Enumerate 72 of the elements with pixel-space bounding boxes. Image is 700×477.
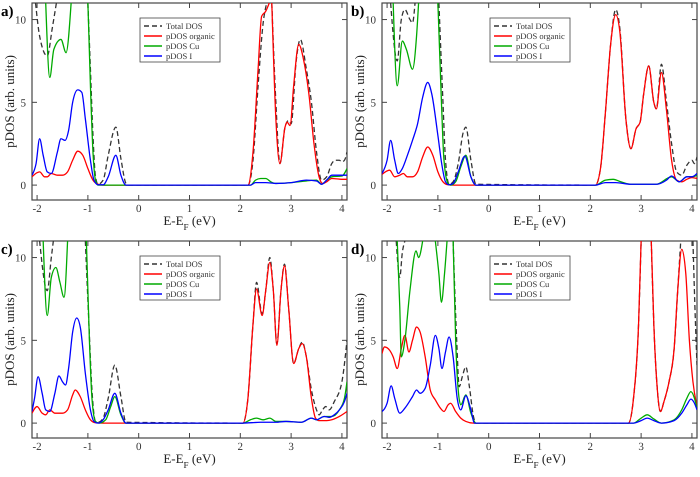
- y-axis-title: pDOS (arb. units): [352, 55, 367, 148]
- x-tick-label: -2: [382, 441, 392, 453]
- x-axis-title: E-E$_{F}$ (eV): [513, 451, 566, 470]
- x-tick-label: 4: [339, 441, 346, 453]
- legend-label: Total DOS: [166, 259, 203, 269]
- x-tick-label: 3: [638, 203, 644, 215]
- legend-label: Total DOS: [166, 21, 203, 31]
- chart-title: b): [351, 4, 364, 20]
- y-tick-label: 5: [20, 335, 26, 348]
- chart-title: c): [1, 242, 13, 258]
- x-tick-label: 1: [536, 203, 542, 215]
- y-tick-label: 0: [370, 180, 376, 192]
- x-tick-label: 2: [588, 203, 594, 215]
- x-tick-label: 0: [486, 441, 492, 453]
- x-tick-label: 3: [288, 441, 294, 453]
- x-tick-label: -1: [433, 441, 442, 453]
- x-tick-label: 0: [486, 203, 492, 215]
- x-axis-title: E-E$_{F}$ (eV): [163, 213, 216, 232]
- legend-label: pDOS organic: [166, 269, 215, 279]
- legend-label: pDOS organic: [516, 269, 565, 279]
- x-tick-label: -1: [83, 203, 92, 215]
- x-axis-title: E-E$_{F}$ (eV): [163, 451, 216, 470]
- y-tick-label: 10: [15, 14, 26, 27]
- x-tick-label: 2: [238, 441, 244, 453]
- line-series: [382, 82, 697, 186]
- x-tick-label: 4: [689, 441, 696, 453]
- y-tick-label: 0: [20, 418, 26, 430]
- x-tick-label: 4: [339, 203, 346, 215]
- y-tick-label: 5: [370, 97, 376, 110]
- y-tick-label: 10: [365, 252, 376, 265]
- y-axis-title: pDOS (arb. units): [2, 293, 17, 386]
- legend-label: pDOS I: [516, 289, 542, 299]
- y-tick-label: 0: [20, 180, 26, 192]
- x-tick-label: -1: [83, 441, 92, 453]
- legend-label: pDOS organic: [516, 31, 565, 41]
- y-axis-title: pDOS (arb. units): [2, 55, 17, 148]
- x-axis-title: E-E$_{F}$ (eV): [513, 213, 566, 232]
- x-tick-label: 4: [689, 203, 696, 215]
- line-series: [382, 334, 697, 424]
- x-tick-label: 3: [288, 203, 294, 215]
- x-tick-label: 1: [186, 441, 192, 453]
- y-axis-title: pDOS (arb. units): [352, 293, 367, 386]
- y-tick-label: 5: [20, 97, 26, 110]
- legend-label: Total DOS: [516, 259, 553, 269]
- y-tick-label: 5: [370, 335, 376, 348]
- legend-label: pDOS organic: [166, 31, 215, 41]
- x-tick-label: -2: [382, 203, 392, 215]
- legend-label: pDOS Cu: [166, 279, 200, 289]
- x-tick-label: 0: [136, 203, 142, 215]
- legend-label: pDOS Cu: [516, 279, 550, 289]
- x-tick-label: -2: [32, 203, 42, 215]
- line-series: [32, 89, 347, 186]
- x-tick-label: 2: [238, 203, 244, 215]
- x-tick-label: 1: [186, 203, 192, 215]
- legend-label: Total DOS: [516, 21, 553, 31]
- x-tick-label: -2: [32, 441, 42, 453]
- legend-label: pDOS I: [516, 51, 542, 61]
- x-tick-label: 3: [638, 441, 644, 453]
- x-tick-label: 1: [536, 441, 542, 453]
- legend-label: pDOS Cu: [166, 41, 200, 51]
- y-tick-label: 0: [370, 418, 376, 430]
- y-tick-label: 10: [365, 14, 376, 27]
- chart-title: a): [1, 4, 14, 20]
- legend-label: pDOS I: [166, 289, 192, 299]
- y-tick-label: 10: [15, 252, 26, 265]
- line-series: [32, 317, 347, 424]
- legend-label: pDOS I: [166, 51, 192, 61]
- chart-title: d): [351, 242, 364, 258]
- x-tick-label: 0: [136, 441, 142, 453]
- x-tick-label: 2: [588, 441, 594, 453]
- x-tick-label: -1: [433, 203, 442, 215]
- legend-label: pDOS Cu: [516, 41, 550, 51]
